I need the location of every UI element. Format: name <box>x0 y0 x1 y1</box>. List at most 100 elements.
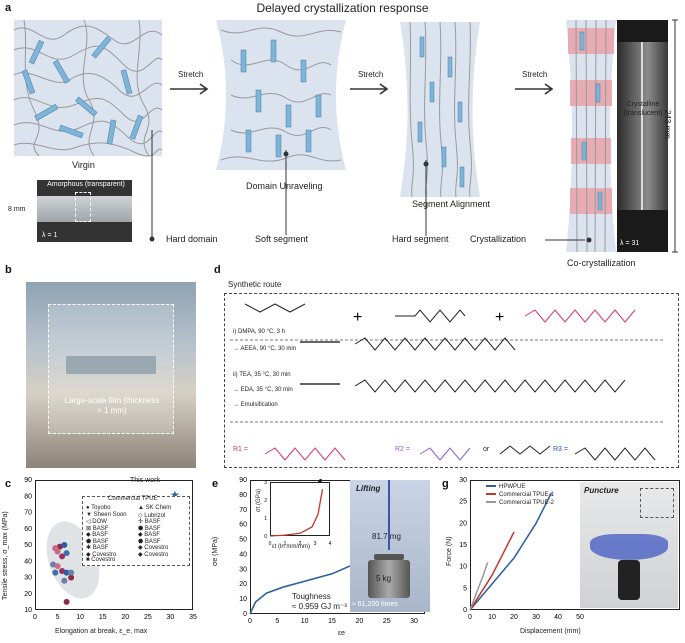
alignment-chains <box>400 21 480 198</box>
y-tick-label: 90 <box>239 477 247 484</box>
svg-text:+: + <box>353 309 362 326</box>
synthetic-route-box: + + i) DMPA, 90 °C, 3 h → AEEA, 90 °C, 3… <box>224 293 679 468</box>
chart-g-plot: 0 10 20 30 40 50 0 5 10 15 20 25 30 <box>459 477 584 621</box>
data-point-commercial <box>56 543 63 550</box>
alignment-schematic <box>400 21 480 198</box>
panel-b-label: b <box>5 264 12 276</box>
photo-scale-bar <box>672 19 678 253</box>
toughness-value: ≈ 0.959 GJ m⁻³ <box>292 602 347 611</box>
toughness-label: Toughness <box>292 592 331 601</box>
legend-title: Commercial TPUE <box>108 496 158 502</box>
step-ii-line3: → Emulsification <box>233 402 278 408</box>
stretch-arrow-2 <box>350 83 389 95</box>
svg-text:+: + <box>495 309 504 326</box>
lifting-mass-small: 81.7 mg <box>372 532 401 541</box>
hard-domain-leader <box>149 130 155 242</box>
photo-scale-label: 243 mm <box>663 110 672 139</box>
x-tick-label: 10 <box>488 614 496 621</box>
cocrystal-chains <box>566 19 616 253</box>
chart-c-ylabel: Tensile stress, σ_max (MPa) <box>2 511 9 600</box>
amorphous-inset-photo <box>37 180 132 242</box>
panel-d-label: d <box>214 264 221 276</box>
data-point-commercial <box>54 563 61 570</box>
data-point-commercial <box>63 550 70 557</box>
chart-f-frame <box>270 482 330 536</box>
x-tick-label: 4 <box>329 541 332 547</box>
y-tick-label: 30 <box>459 477 467 484</box>
film-text: Large-scale film (thickness ≈ 1 mm) <box>64 396 160 415</box>
stage-alignment-label: Segment Alignment <box>412 199 491 209</box>
x-tick-label: 30 <box>532 614 540 621</box>
panel-g-label: g <box>442 478 449 490</box>
lifting-ratio: ≈ 61,200 times <box>352 601 398 608</box>
y-tick-label: 30 <box>24 575 32 582</box>
stretch-label-3: Stretch <box>522 70 548 79</box>
panel-a-label: a <box>5 2 12 14</box>
unraveling-chains <box>216 20 346 170</box>
x-tick-label: 15 <box>328 618 336 625</box>
stage-virgin-label: Virgin <box>72 160 95 170</box>
legend-c-entry: ⊠ BASF <box>86 525 109 532</box>
y-tick-label: 40 <box>24 558 32 565</box>
y-tick-label: 80 <box>239 492 247 499</box>
y-tick-label: 20 <box>24 591 32 598</box>
x-tick-label: 40 <box>554 614 562 621</box>
lifting-photo <box>350 480 430 612</box>
force-line-3 <box>469 562 489 611</box>
photo-crystalline-label: Crystalline (translucent) <box>623 101 663 117</box>
x-tick-label: 10 <box>301 618 309 625</box>
stretch-arrow-3 <box>515 83 554 95</box>
x-tick-label: 15 <box>99 614 107 621</box>
crystallization-label: Crystallization <box>470 234 527 244</box>
stretch-label-2: Stretch <box>358 70 384 79</box>
hard-segment-leader <box>423 160 429 236</box>
unraveling-schematic <box>216 20 346 170</box>
data-point-commercial <box>59 553 66 560</box>
legend-c-entry: ▼ Sheen Soon <box>86 511 127 518</box>
virgin-chains <box>13 19 163 157</box>
y-tick-label: 60 <box>24 526 32 533</box>
stretch-label-1: Stretch <box>178 70 204 79</box>
r2-or-label: or <box>483 446 490 453</box>
force-line-2 <box>469 531 515 611</box>
x-tick-label: 0 <box>468 614 472 621</box>
r2-label: R2 = <box>395 446 410 453</box>
step-i-line1: i) DMPA, 90 °C, 3 h <box>233 329 285 335</box>
y-tick-label: 0 <box>463 607 467 614</box>
y-tick-label: 90 <box>24 477 32 484</box>
chart-g-frame <box>470 480 680 610</box>
y-tick-label: 50 <box>239 537 247 544</box>
x-tick-label: 1 <box>284 541 287 547</box>
legend-c-entry: ● Toyobo <box>86 505 111 511</box>
chart-e-ylabel: σe (MPa) <box>212 536 219 566</box>
y-tick-label: 80 <box>24 493 32 500</box>
legend-c-entry: ◆ Covestro <box>138 545 169 551</box>
data-point-commercial <box>50 561 57 568</box>
legend-c-entry: ✢ BASF <box>138 519 161 525</box>
x-tick-label: 35 <box>189 614 197 621</box>
y-tick-label: 5 <box>463 585 467 592</box>
chart-g-ylabel: Force (N) <box>446 536 453 566</box>
x-tick-label: 0 <box>33 614 37 621</box>
inset-lambda-label: λ = 1 <box>42 232 58 239</box>
soft-segment-leader <box>283 150 289 235</box>
inset-scale-label: 8 mm <box>8 206 26 213</box>
stage-cocrystal-label: Co-crystallization <box>567 258 636 268</box>
film-photo <box>26 282 196 468</box>
hard-domain-label: Hard domain <box>166 234 218 244</box>
x-tick-label: 25 <box>383 618 391 625</box>
legend-c-entry: ■ Covestro <box>86 557 116 563</box>
reaction-scheme: + + <box>230 303 665 461</box>
x-tick-label: 0 <box>248 618 252 625</box>
step-i-line2: → AEEA, 90 °C, 30 min <box>233 346 297 352</box>
x-tick-label: 0 <box>269 541 272 547</box>
legend-c-entry: ◆ Covestro <box>86 551 117 558</box>
x-tick-label: 20 <box>355 618 363 625</box>
x-tick-label: 5 <box>275 618 279 625</box>
legend-c-entry: ◇ Lubrizol <box>138 512 166 519</box>
y-tick-label: 10 <box>239 596 247 603</box>
y-tick-label: 30 <box>239 566 247 573</box>
lifting-title: Lifting <box>356 484 381 493</box>
step-ii-line1: ii) TEA, 35 °C, 30 min <box>233 372 291 378</box>
data-point-commercial <box>61 577 68 584</box>
